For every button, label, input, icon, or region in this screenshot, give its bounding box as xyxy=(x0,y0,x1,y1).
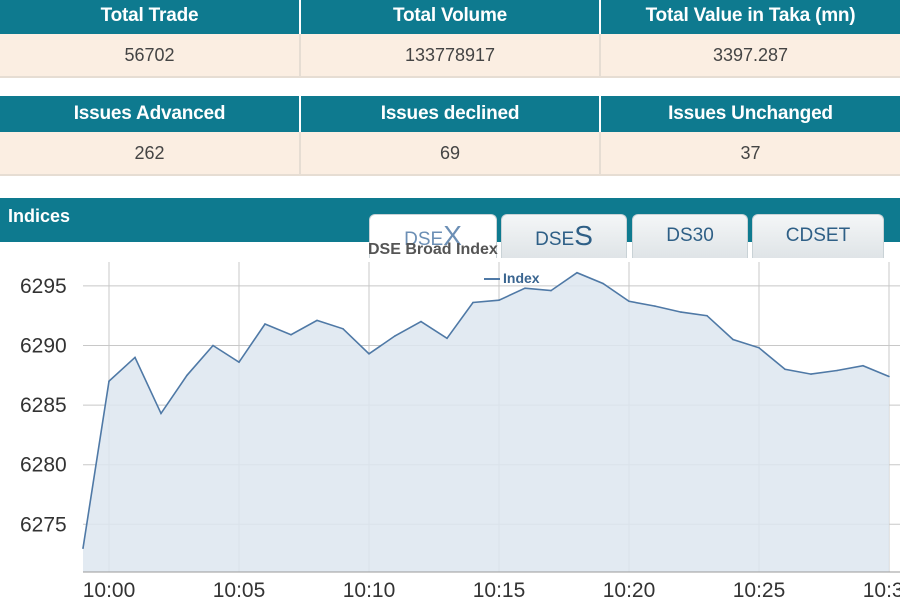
data-point xyxy=(550,289,552,292)
x-tick-label: 10:15 xyxy=(473,579,526,600)
data-point xyxy=(316,319,318,322)
x-tick-label: 10:10 xyxy=(343,579,396,600)
tab-dsex-suffix: X xyxy=(443,220,462,251)
chart-legend[interactable]: Index xyxy=(484,270,540,286)
tab-dsex-prefix: DSE xyxy=(404,229,444,250)
data-point xyxy=(394,335,396,337)
chart-axes: 6275 6280 6285 6290 6295 10:00 10:05 10:10 10:15… xyxy=(20,275,900,600)
total-volume-header: Total Volume xyxy=(300,0,601,34)
legend-swatch xyxy=(484,278,500,281)
data-point xyxy=(654,305,656,307)
tab-dses-prefix: DSE xyxy=(535,229,575,250)
x-tick-label: 10:20 xyxy=(603,579,656,600)
data-point xyxy=(420,320,422,323)
x-tick-label: 10:00 xyxy=(83,579,136,600)
y-tick-label: 6295 xyxy=(20,275,67,298)
issues-value-row: 262 69 37 xyxy=(0,132,900,176)
series-line xyxy=(82,271,890,549)
data-point xyxy=(836,369,838,372)
issues-advanced-header: Issues Advanced xyxy=(0,96,301,132)
data-point xyxy=(82,547,84,549)
total-value-value: 3397.287 xyxy=(600,34,900,78)
issues-header-row: Issues Advanced Issues declined Issues U… xyxy=(0,96,900,132)
total-value-header: Total Value in Taka (mn) xyxy=(600,0,900,34)
x-tick-label: 10:25 xyxy=(733,579,786,600)
data-point xyxy=(628,300,630,303)
data-point xyxy=(498,299,500,302)
tab-dses-suffix: S xyxy=(574,220,593,251)
y-tick-label: 6280 xyxy=(20,454,67,477)
tab-cdset[interactable]: CDSET xyxy=(752,214,884,258)
issues-declined-value: 69 xyxy=(300,132,601,176)
data-point xyxy=(472,301,474,304)
issues-declined-header: Issues declined xyxy=(300,96,601,132)
data-point xyxy=(862,364,864,367)
data-point xyxy=(576,271,578,274)
total-trade-header: Total Trade xyxy=(0,0,301,34)
issues-advanced-value: 262 xyxy=(0,132,301,176)
issues-unchanged-header: Issues Unchanged xyxy=(600,96,900,132)
data-point xyxy=(784,368,786,371)
data-point xyxy=(264,323,266,325)
tab-dsex[interactable]: DSEX xyxy=(369,214,497,258)
data-point xyxy=(732,338,734,341)
series-area-fill xyxy=(83,272,889,572)
chart-series-area xyxy=(82,271,890,572)
chart-title: DSE Broad Index xyxy=(368,241,498,258)
data-point xyxy=(212,344,214,347)
total-volume-value: 133778917 xyxy=(300,34,601,78)
data-point xyxy=(758,347,760,349)
indices-title: Indices xyxy=(8,206,71,226)
tab-dses[interactable]: DSES xyxy=(501,214,627,258)
x-tick-label: 10:30 xyxy=(863,579,900,600)
data-point xyxy=(368,353,370,355)
tab-ds30[interactable]: DS30 xyxy=(632,214,748,258)
issues-unchanged-value: 37 xyxy=(600,132,900,176)
data-point xyxy=(446,337,448,340)
data-point xyxy=(524,287,526,290)
data-point xyxy=(186,374,188,377)
data-point xyxy=(134,356,136,359)
trade-summary-table: Total Trade Total Volume Total Value in … xyxy=(0,0,900,78)
data-point xyxy=(238,361,240,364)
total-trade-value: 56702 xyxy=(0,34,301,78)
y-tick-label: 6285 xyxy=(20,394,67,417)
data-point xyxy=(810,373,812,375)
trade-summary-header-row: Total Trade Total Volume Total Value in … xyxy=(0,0,900,34)
data-point xyxy=(290,333,292,336)
data-point xyxy=(342,328,344,330)
x-tick-label: 10:05 xyxy=(213,579,266,600)
trade-summary-value-row: 56702 133778917 3397.287 xyxy=(0,34,900,78)
tab-cdset-label: CDSET xyxy=(785,225,851,246)
data-point xyxy=(680,311,682,313)
data-point xyxy=(160,412,162,415)
data-point xyxy=(108,380,110,383)
legend-label: Index xyxy=(503,270,540,286)
data-point xyxy=(602,282,604,285)
y-tick-label: 6275 xyxy=(20,513,67,536)
data-point xyxy=(888,375,890,378)
issues-summary-table: Issues Advanced Issues declined Issues U… xyxy=(0,96,900,176)
tab-ds30-label: DS30 xyxy=(666,225,714,246)
chart-points xyxy=(82,271,890,549)
data-point xyxy=(706,314,708,317)
y-tick-label: 6290 xyxy=(20,334,67,357)
